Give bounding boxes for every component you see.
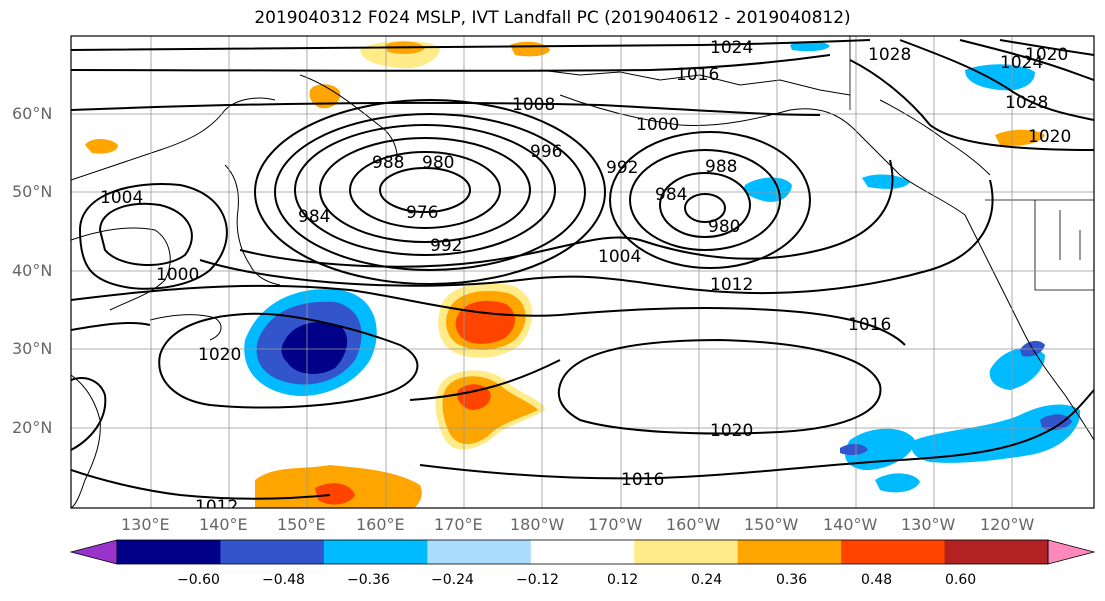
colorbar-cell — [634, 540, 739, 564]
lon-label: 170°W — [588, 515, 643, 534]
colorbar-cell — [117, 540, 221, 564]
isobar-label: 1008 — [512, 95, 555, 115]
isobars — [71, 39, 1094, 500]
colorbar-cell — [323, 540, 428, 564]
colorbar-tick-label: 0.48 — [861, 572, 893, 588]
isobar-label: 988 — [705, 157, 737, 177]
colorbar-tick-label: −0.24 — [431, 572, 474, 588]
lon-label: 160°E — [356, 515, 405, 534]
isobar-label: 980 — [708, 217, 740, 237]
lon-label: 180°W — [510, 515, 565, 534]
colorbar-cell — [737, 540, 842, 564]
isobar-label: 992 — [430, 236, 462, 256]
map-title: 2019040312 F024 MSLP, IVT Landfall PC (2… — [254, 8, 851, 28]
lon-label: 140°E — [199, 515, 248, 534]
colorbar-tick-label: 0.60 — [945, 572, 977, 588]
lon-label: 170°E — [434, 515, 483, 534]
colorbar-cell — [530, 540, 635, 564]
isobar-label: 1020 — [1028, 127, 1071, 147]
borders — [849, 36, 1094, 291]
isobar-label: 1024 — [710, 38, 753, 58]
isobar-label: 1004 — [100, 188, 143, 208]
isobar-label: 1016 — [676, 65, 719, 85]
isobar-label: 996 — [530, 142, 562, 162]
lon-label: 130°W — [901, 515, 956, 534]
ivt-shading — [85, 40, 1081, 508]
lat-label: 40°N — [12, 261, 53, 280]
isobar-label: 988 — [372, 153, 404, 173]
isobar-label: 1028 — [1005, 93, 1048, 113]
isobar-labels: 1024 1016 1008 1000 996 992 988 984 980 … — [100, 38, 1071, 517]
lon-label: 150°W — [744, 515, 799, 534]
lon-label: 140°W — [823, 515, 878, 534]
isobar-label: 1012 — [195, 497, 238, 517]
isobar-label: 1020 — [1025, 45, 1068, 65]
isobar-label: 1016 — [621, 470, 664, 490]
colorbar-tick-label: 0.36 — [776, 572, 808, 588]
colorbar-tick-label: −0.48 — [262, 572, 305, 588]
lat-label: 50°N — [12, 182, 53, 201]
isobar-label: 1028 — [868, 45, 911, 65]
isobar-label: 1000 — [636, 115, 679, 135]
colorbar-tick-label: −0.36 — [347, 572, 390, 588]
isobar-label: 1020 — [198, 345, 241, 365]
lat-label: 30°N — [12, 339, 53, 358]
colorbar-tick-label: 0.24 — [691, 572, 723, 588]
colorbar-cell — [841, 540, 946, 564]
lat-label: 60°N — [12, 104, 53, 123]
isobar-label: 1004 — [598, 247, 641, 267]
isobar-label: 992 — [606, 158, 638, 178]
isobar-label: 984 — [655, 185, 687, 205]
colorbar-tick-label: −0.60 — [177, 572, 220, 588]
isobar-label: 976 — [406, 203, 438, 223]
isobar-label: 1012 — [710, 275, 753, 295]
lon-label: 120°W — [980, 515, 1035, 534]
graticule — [71, 36, 1094, 508]
isobar-label: 1000 — [156, 265, 199, 285]
colorbar-cell — [427, 540, 532, 564]
colorbar — [69, 539, 1096, 565]
map-frame — [70, 35, 1095, 509]
colorbar-tick-label: 0.12 — [607, 572, 639, 588]
isobar-label: 980 — [422, 153, 454, 173]
lat-label: 20°N — [12, 418, 53, 437]
isobar-label: 1024 — [1000, 53, 1043, 73]
lon-label: 130°E — [121, 515, 170, 534]
isobar-label: 984 — [298, 207, 330, 227]
lon-label: 150°E — [277, 515, 326, 534]
lon-label: 160°W — [666, 515, 721, 534]
isobar-label: 1016 — [848, 315, 891, 335]
colorbar-tick-label: −0.12 — [516, 572, 559, 588]
isobar-label: 1020 — [710, 421, 753, 441]
colorbar-cell — [944, 540, 1049, 564]
colorbar-cell — [220, 540, 325, 564]
map-plot-area: 1024 1016 1008 1000 996 992 988 984 980 … — [71, 36, 1094, 517]
